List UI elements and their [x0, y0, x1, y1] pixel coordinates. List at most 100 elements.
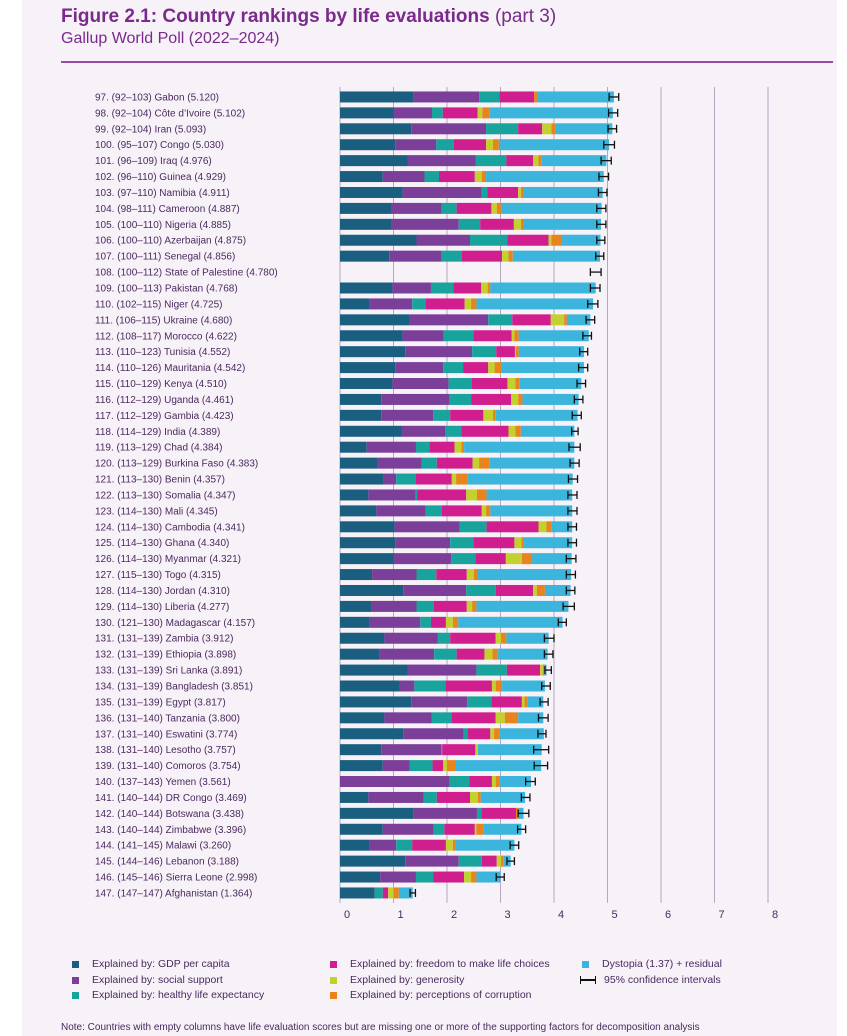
bar-segment-health: [374, 887, 383, 899]
row-label: 124. (114–130) Cambodia (4.341): [95, 522, 245, 533]
bar-segment-corruption: [514, 330, 519, 342]
bar-segment-generosity: [511, 330, 515, 342]
bar-segment-corruption: [476, 489, 487, 501]
bar-segment-freedom: [495, 584, 534, 596]
bar-segment-freedom: [471, 393, 512, 405]
bar-segment-generosity: [496, 855, 502, 867]
bar-segment-social: [409, 314, 489, 326]
row-label: 113. (110–123) Tunisia (4.552): [95, 347, 230, 358]
row-label: 123. (114–130) Mali (4.345): [95, 506, 218, 517]
row-label: 97. (92–103) Gabon (5.120): [95, 92, 219, 103]
legend-item-gdp: Explained by: GDP per capita: [72, 958, 230, 970]
bar-segment-freedom: [473, 537, 515, 549]
legend-item-corruption: Explained by: perceptions of corruption: [330, 989, 532, 1001]
bar-segment-social: [368, 791, 424, 803]
bar-segment-generosity: [508, 425, 516, 437]
bar-segment-social: [392, 378, 449, 390]
bar-segment-dystopia: [486, 171, 604, 183]
bar-segment-health: [434, 648, 457, 660]
bar-segment-health: [432, 107, 443, 119]
bar-segment-dystopia: [502, 680, 545, 692]
bar-segment-corruption: [471, 298, 477, 310]
bar-segment-corruption: [494, 362, 502, 374]
bar-segment-generosity: [495, 712, 505, 724]
bar-segment-corruption: [494, 728, 500, 740]
bar-segment-generosity: [474, 823, 477, 835]
bar-segment-freedom: [475, 553, 506, 565]
bar-segment-corruption: [516, 346, 519, 358]
bar-segment-gdp: [340, 234, 417, 246]
legend-item-social: Explained by: social support: [72, 974, 223, 986]
bar-segment-gdp: [340, 409, 382, 421]
bar-segment-generosity: [388, 887, 394, 899]
bar-segment-social: [401, 425, 446, 437]
bar-segment-generosity: [483, 409, 494, 421]
bar-segment-gdp: [340, 393, 382, 405]
bar-segment-generosity: [507, 378, 516, 390]
legend-swatch-freedom: [330, 960, 337, 968]
bar-segment-dystopia: [499, 728, 544, 740]
bar-segment-generosity: [491, 680, 496, 692]
bar-segment-freedom: [433, 871, 465, 883]
bar-segment-freedom: [425, 298, 465, 310]
bar-segment-corruption: [542, 664, 545, 676]
bar-segment-health: [441, 744, 443, 756]
legend-label-freedom: Explained by: freedom to make life choic…: [350, 958, 550, 970]
bar-segment-social: [411, 123, 487, 135]
x-tick-label: 3: [505, 909, 511, 921]
row-label: 109. (100–113) Pakistan (4.768): [95, 284, 238, 295]
bar-segment-gdp: [340, 457, 378, 469]
bar-segment-corruption: [473, 569, 478, 581]
bar-segment-freedom: [453, 282, 482, 294]
bar-segment-health: [458, 855, 482, 867]
bar-segment-freedom: [507, 234, 549, 246]
bar-segment-dystopia: [489, 107, 613, 119]
bar-segment-dystopia: [566, 314, 591, 326]
bar-segment-dystopia: [476, 298, 594, 310]
bar-segment-gdp: [340, 553, 394, 565]
bar-segment-gdp: [340, 314, 410, 326]
row-label: 103. (97–110) Namibia (4.911): [95, 188, 230, 199]
bar-segment-corruption: [481, 171, 487, 183]
row-label: 99. (92–104) Iran (5.093): [95, 124, 206, 135]
bar-segment-gdp: [340, 839, 370, 851]
bar-segment-health: [396, 473, 416, 485]
row-label: 122. (113–130) Somalia (4.347): [95, 490, 235, 501]
bar-segment-gdp: [340, 282, 393, 294]
bar-segment-health: [486, 123, 519, 135]
bar-segment-social: [411, 696, 468, 708]
bar-segment-corruption: [476, 823, 484, 835]
bar-segment-corruption: [452, 839, 456, 851]
bar-segment-gdp: [340, 680, 400, 692]
bar-segment-generosity: [472, 457, 480, 469]
bar-segment-gdp: [340, 728, 404, 740]
bar-segment-corruption: [478, 791, 481, 803]
bar-segment-freedom: [450, 409, 484, 421]
bar-segment-corruption: [495, 776, 500, 788]
bar-segment-health: [424, 171, 439, 183]
bar-segment-freedom: [430, 616, 446, 628]
bar-segment-corruption: [524, 696, 528, 708]
bar-segment-social: [381, 744, 442, 756]
bar-segment-social: [413, 91, 480, 103]
bar-segment-health: [459, 521, 487, 533]
bar-segment-generosity: [518, 186, 521, 198]
row-label: 139. (131–140) Comoros (3.754): [95, 761, 241, 772]
bar-segment-freedom: [463, 362, 489, 374]
bar-segment-gdp: [340, 441, 367, 453]
bar-segment-generosity: [466, 489, 477, 501]
bar-segment-freedom: [486, 521, 539, 533]
bar-segment-health: [423, 791, 437, 803]
bar-segment-freedom: [432, 760, 444, 772]
bar-segment-freedom: [453, 139, 487, 151]
row-label: 146. (145–146) Sierra Leone (2.998): [95, 873, 257, 884]
bar-segment-dystopia: [490, 505, 573, 517]
stacked-bar-chart: 0 1 2 3 4 5 6 7 8 97. (92–103) Gabon (5.120) 98. (…: [95, 87, 778, 921]
row-label: 119. (113–129) Chad (4.384): [95, 443, 223, 454]
bar-segment-dystopia: [501, 202, 602, 214]
figure-title: Figure 2.1: Country rankings by life eva…: [61, 6, 556, 28]
bar-segment-social: [395, 537, 451, 549]
bar-segment-corruption: [501, 632, 507, 644]
bar-segment-social: [382, 171, 425, 183]
bar-segment-social: [405, 346, 473, 358]
